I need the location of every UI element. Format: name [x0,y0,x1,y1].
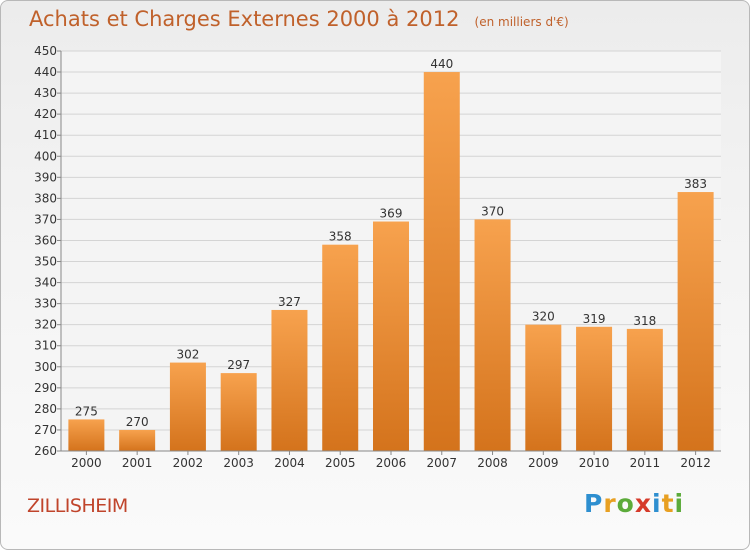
title-block: Achats et Charges Externes 2000 à 2012 (… [29,7,569,31]
y-tick-label: 270 [34,423,57,437]
bar [169,362,206,451]
x-tick-label: 2000 [71,456,102,470]
bar [677,192,714,452]
data-label: 440 [430,57,453,71]
y-tick-label: 300 [34,360,57,374]
bar [626,328,663,451]
data-label: 270 [126,415,149,429]
y-tick-label: 440 [34,65,57,79]
y-tick-label: 390 [34,170,57,184]
bar [474,219,511,451]
bars: 275 270 302 297 327 358 369 440 370 320 319 318 383 [68,57,714,452]
y-tick-label: 350 [34,255,57,269]
chart-unit: (en milliers d'€) [474,15,569,29]
x-tick-label: 2001 [122,456,153,470]
x-tick-label: 2002 [173,456,204,470]
bar [373,221,409,451]
y-tick-label: 320 [34,318,57,332]
y-tick-label: 420 [34,107,57,121]
x-tick-label: 2005 [325,456,356,470]
town-name: ZILLISHEIM [27,495,128,517]
y-tick-label: 360 [34,233,57,247]
proxiti-logo: Proxiti [584,489,684,518]
data-label: 369 [380,207,403,221]
x-tick-label: 2008 [477,456,508,470]
data-label: 383 [684,177,707,191]
y-tick-label: 430 [34,86,57,100]
bar [119,429,156,451]
data-label: 320 [532,310,555,324]
y-tick-label: 400 [34,149,57,163]
y-tick-label: 380 [34,191,57,205]
data-label: 370 [481,204,504,218]
y-tick-label: 290 [34,381,57,395]
data-label: 319 [583,312,606,326]
bar [68,419,105,451]
chart-title: Achats et Charges Externes 2000 à 2012 [29,7,460,31]
x-tick-label: 2006 [376,456,407,470]
logo-letter: i [674,489,685,518]
bar [576,326,613,451]
y-tick-label: 370 [34,212,57,226]
data-label: 318 [633,314,656,328]
bar [423,72,460,451]
y-tick-label: 410 [34,128,57,142]
y-tick-label: 280 [34,402,57,416]
logo-letter: o [616,489,635,518]
bar [322,244,359,451]
data-label: 275 [75,404,98,418]
y-tick-label: 340 [34,276,57,290]
bar [220,373,257,451]
data-label: 358 [329,230,352,244]
x-tick-label: 2003 [223,456,254,470]
y-tick-label: 450 [34,44,57,58]
data-label: 297 [227,358,250,372]
logo-letter: x [634,489,652,518]
bar [525,324,562,451]
x-tick-label: 2011 [630,456,661,470]
bar [271,309,308,451]
logo-letter: i [652,489,662,518]
logo-letter: r [603,489,617,518]
x-tick-label: 2012 [680,456,711,470]
data-label: 327 [278,295,301,309]
y-tick-label: 310 [34,339,57,353]
logo-letter: P [584,489,604,518]
axes: 260 270 280 290 300 310 320 330 340 350 360 370 380 3… [34,44,721,470]
data-label: 302 [176,348,199,362]
y-tick-label: 260 [34,444,57,458]
logo-letter: t [661,489,675,518]
x-tick-label: 2007 [426,456,457,470]
x-tick-label: 2009 [528,456,559,470]
y-tick-label: 330 [34,297,57,311]
x-tick-label: 2004 [274,456,305,470]
x-tick-label: 2010 [579,456,610,470]
